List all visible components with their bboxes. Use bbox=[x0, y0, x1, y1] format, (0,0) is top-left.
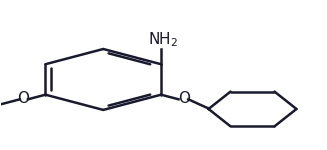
Text: O: O bbox=[17, 91, 29, 106]
Text: O: O bbox=[178, 91, 190, 106]
Text: NH$_2$: NH$_2$ bbox=[147, 30, 178, 49]
